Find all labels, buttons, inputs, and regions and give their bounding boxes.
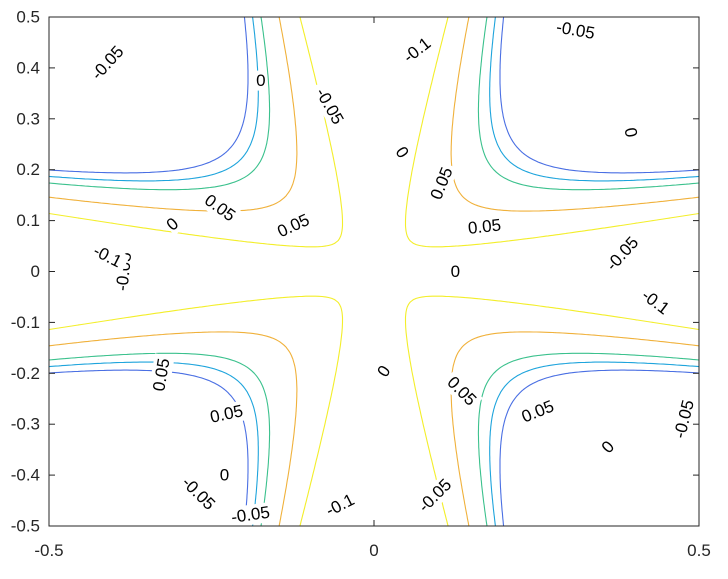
contour-label-backing (148, 353, 175, 397)
y-tick-label: -0.2 (11, 364, 40, 383)
contour-label-backing (549, 16, 602, 45)
contour-label: 0 (218, 465, 231, 486)
y-tick-label: 0.5 (16, 8, 40, 27)
contour-label-backing (424, 161, 459, 206)
contour-label-backing (224, 501, 277, 529)
x-axis: -0.5 0 0.5 (34, 17, 711, 560)
contour-label-backing (463, 214, 506, 239)
contour-label-backing (218, 465, 231, 486)
contour-label-backing (596, 436, 620, 459)
contour-level-2 (49, 17, 699, 526)
y-tick-label: 0 (31, 262, 40, 281)
contour-label-backing (668, 392, 700, 446)
contour-label: -0.05 (668, 392, 700, 446)
y-tick-label: -0.4 (11, 466, 40, 485)
y-tick-label: -0.5 (11, 517, 40, 536)
y-tick-label: 0.2 (16, 160, 40, 179)
contour-label-backing (308, 79, 351, 133)
y-tick-label: 0.4 (16, 58, 40, 77)
y-tick-label: 0.3 (16, 109, 40, 128)
contour-label-backing (449, 261, 461, 282)
contour-label-backing (410, 470, 460, 521)
contour-label: -0.05 (224, 501, 277, 529)
contour-label-backing (619, 125, 642, 140)
contour-label-backing (390, 141, 414, 163)
plot-background (49, 17, 699, 526)
contour-label-text: 0 (451, 262, 460, 281)
contour-label-backing (83, 37, 132, 88)
y-tick-label: -0.3 (11, 415, 40, 434)
contour-label-text: 0.05 (467, 216, 502, 238)
contour-label-backing (440, 369, 484, 413)
contour-label-backing (197, 188, 243, 228)
y-axis: 0.5 0.4 0.3 0.2 0.1 0 -0.1 -0.2 -0.3 -0.4 -0.5 (11, 8, 699, 536)
contour-label-backing (204, 400, 249, 428)
contour-label: 0 (449, 261, 461, 282)
contour-level-3 (49, 17, 699, 526)
contour-label-backing (395, 29, 439, 71)
contour-label-text: 0 (256, 71, 265, 90)
contour-label-backing (633, 281, 678, 323)
x-tick-label: -0.5 (34, 541, 63, 560)
contour-label-text: 0 (220, 466, 229, 485)
contour-label-backing (161, 212, 184, 236)
y-tick-label: -0.1 (11, 313, 40, 332)
y-tick-label: 0.1 (16, 211, 40, 230)
x-tick-label: 0.5 (687, 541, 711, 560)
contour-label-backing (85, 238, 130, 275)
contour-label: 0 (255, 70, 267, 91)
contour-label-backing (372, 360, 396, 382)
contour-label-text: 0 (621, 126, 641, 139)
contour-label: 0.05 (463, 214, 506, 239)
contour-label-backing (598, 228, 647, 279)
contour-label-backing (255, 70, 267, 91)
x-tick-label: 0 (369, 541, 378, 560)
contour-label-backing (271, 208, 316, 244)
contour-label-backing (317, 487, 363, 524)
contour-label-backing (515, 394, 561, 429)
contour-label-backing (173, 468, 224, 518)
contour-label: 0 (619, 125, 642, 140)
